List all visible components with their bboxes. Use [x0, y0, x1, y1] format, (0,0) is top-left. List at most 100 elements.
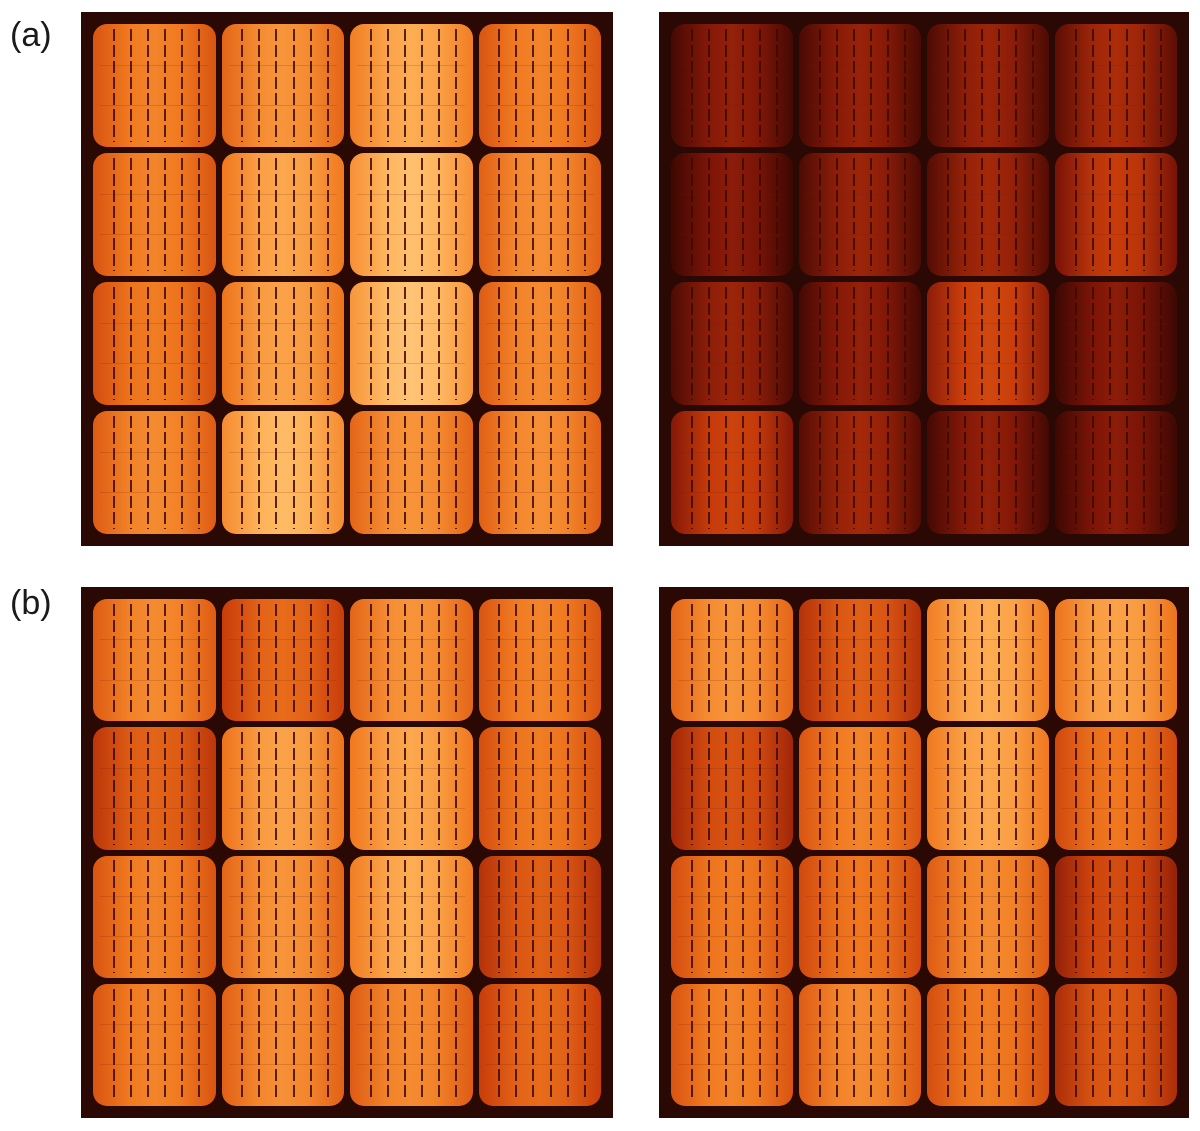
busbar-line — [498, 157, 501, 272]
solar-cell — [927, 855, 1049, 978]
solar-cell — [93, 411, 216, 534]
busbar-line — [997, 988, 1000, 1102]
grid-line — [1062, 492, 1170, 494]
busbar-line — [326, 860, 329, 973]
busbar-line — [946, 988, 949, 1102]
busbar-line — [1031, 988, 1034, 1102]
busbar-line — [181, 286, 184, 401]
busbar-line — [241, 732, 244, 845]
busbar-line — [1142, 732, 1145, 845]
busbar-line — [818, 286, 821, 401]
grid-line — [485, 363, 594, 365]
busbar-line — [112, 860, 115, 973]
busbar-line — [835, 603, 838, 717]
grid-line — [934, 363, 1042, 365]
grid-line — [1062, 639, 1170, 641]
busbar-line — [852, 28, 855, 143]
busbar-line — [241, 28, 244, 143]
busbar-line — [164, 988, 167, 1102]
grid-line — [228, 193, 337, 195]
busbar-line — [946, 415, 949, 530]
grid-line — [1062, 234, 1170, 236]
grid-line — [357, 105, 466, 107]
grid-line — [357, 234, 466, 236]
busbar-line — [438, 157, 441, 272]
grid-line — [678, 492, 786, 494]
busbar-line — [1031, 603, 1034, 717]
solar-cell — [799, 411, 921, 534]
grid-line — [678, 105, 786, 107]
grid-line — [485, 1064, 594, 1066]
busbar-line — [112, 28, 115, 143]
grid-line — [678, 1064, 786, 1066]
busbar-line — [852, 415, 855, 530]
busbar-line — [758, 860, 761, 973]
busbar-line — [438, 28, 441, 143]
busbar-line — [326, 157, 329, 272]
busbar-line — [129, 157, 132, 272]
grid-line — [1062, 105, 1170, 107]
solar-cell — [478, 411, 601, 534]
busbar-line — [438, 415, 441, 530]
grid-line — [678, 679, 786, 681]
grid-line — [678, 1024, 786, 1026]
grid-line — [934, 322, 1042, 324]
grid-line — [228, 767, 337, 769]
solar-cell — [221, 983, 344, 1106]
busbar-line — [438, 988, 441, 1102]
busbar-line — [129, 732, 132, 845]
busbar-line — [1125, 157, 1128, 272]
busbar-line — [421, 988, 424, 1102]
busbar-line — [869, 603, 872, 717]
busbar-line — [498, 28, 501, 143]
busbar-line — [1159, 988, 1162, 1102]
grid-line — [485, 193, 594, 195]
grid-line — [485, 936, 594, 938]
busbar-line — [515, 157, 518, 272]
busbar-line — [181, 415, 184, 530]
grid-line — [806, 234, 914, 236]
busbar-line — [903, 860, 906, 973]
busbar-line — [583, 415, 586, 530]
grid-line — [357, 936, 466, 938]
busbar-line — [181, 860, 184, 973]
busbar-line — [455, 157, 458, 272]
busbar-line — [980, 732, 983, 845]
busbar-line — [886, 28, 889, 143]
busbar-line — [1014, 28, 1017, 143]
busbar-line — [741, 286, 744, 401]
busbar-line — [963, 732, 966, 845]
solar-module-a-right — [659, 12, 1189, 546]
busbar-line — [869, 988, 872, 1102]
busbar-line — [309, 415, 312, 530]
busbar-line — [1125, 286, 1128, 401]
busbar-line — [386, 28, 389, 143]
grid-line — [228, 322, 337, 324]
busbar-line — [292, 603, 295, 717]
busbar-line — [741, 988, 744, 1102]
busbar-line — [292, 860, 295, 973]
busbar-line — [903, 157, 906, 272]
grid-line — [228, 679, 337, 681]
grid-line — [806, 936, 914, 938]
busbar-line — [112, 732, 115, 845]
busbar-line — [369, 157, 372, 272]
solar-cell — [350, 983, 473, 1106]
busbar-line — [818, 415, 821, 530]
busbar-line — [258, 732, 261, 845]
grid-line — [100, 679, 209, 681]
busbar-line — [997, 415, 1000, 530]
busbar-line — [403, 603, 406, 717]
solar-cell — [1055, 983, 1177, 1106]
busbar-line — [1125, 988, 1128, 1102]
busbar-line — [386, 732, 389, 845]
busbar-line — [818, 860, 821, 973]
busbar-line — [1014, 157, 1017, 272]
busbar-line — [369, 603, 372, 717]
busbar-line — [835, 860, 838, 973]
busbar-line — [1108, 603, 1111, 717]
busbar-line — [164, 415, 167, 530]
busbar-line — [886, 157, 889, 272]
busbar-line — [903, 603, 906, 717]
grid-line — [100, 895, 209, 897]
